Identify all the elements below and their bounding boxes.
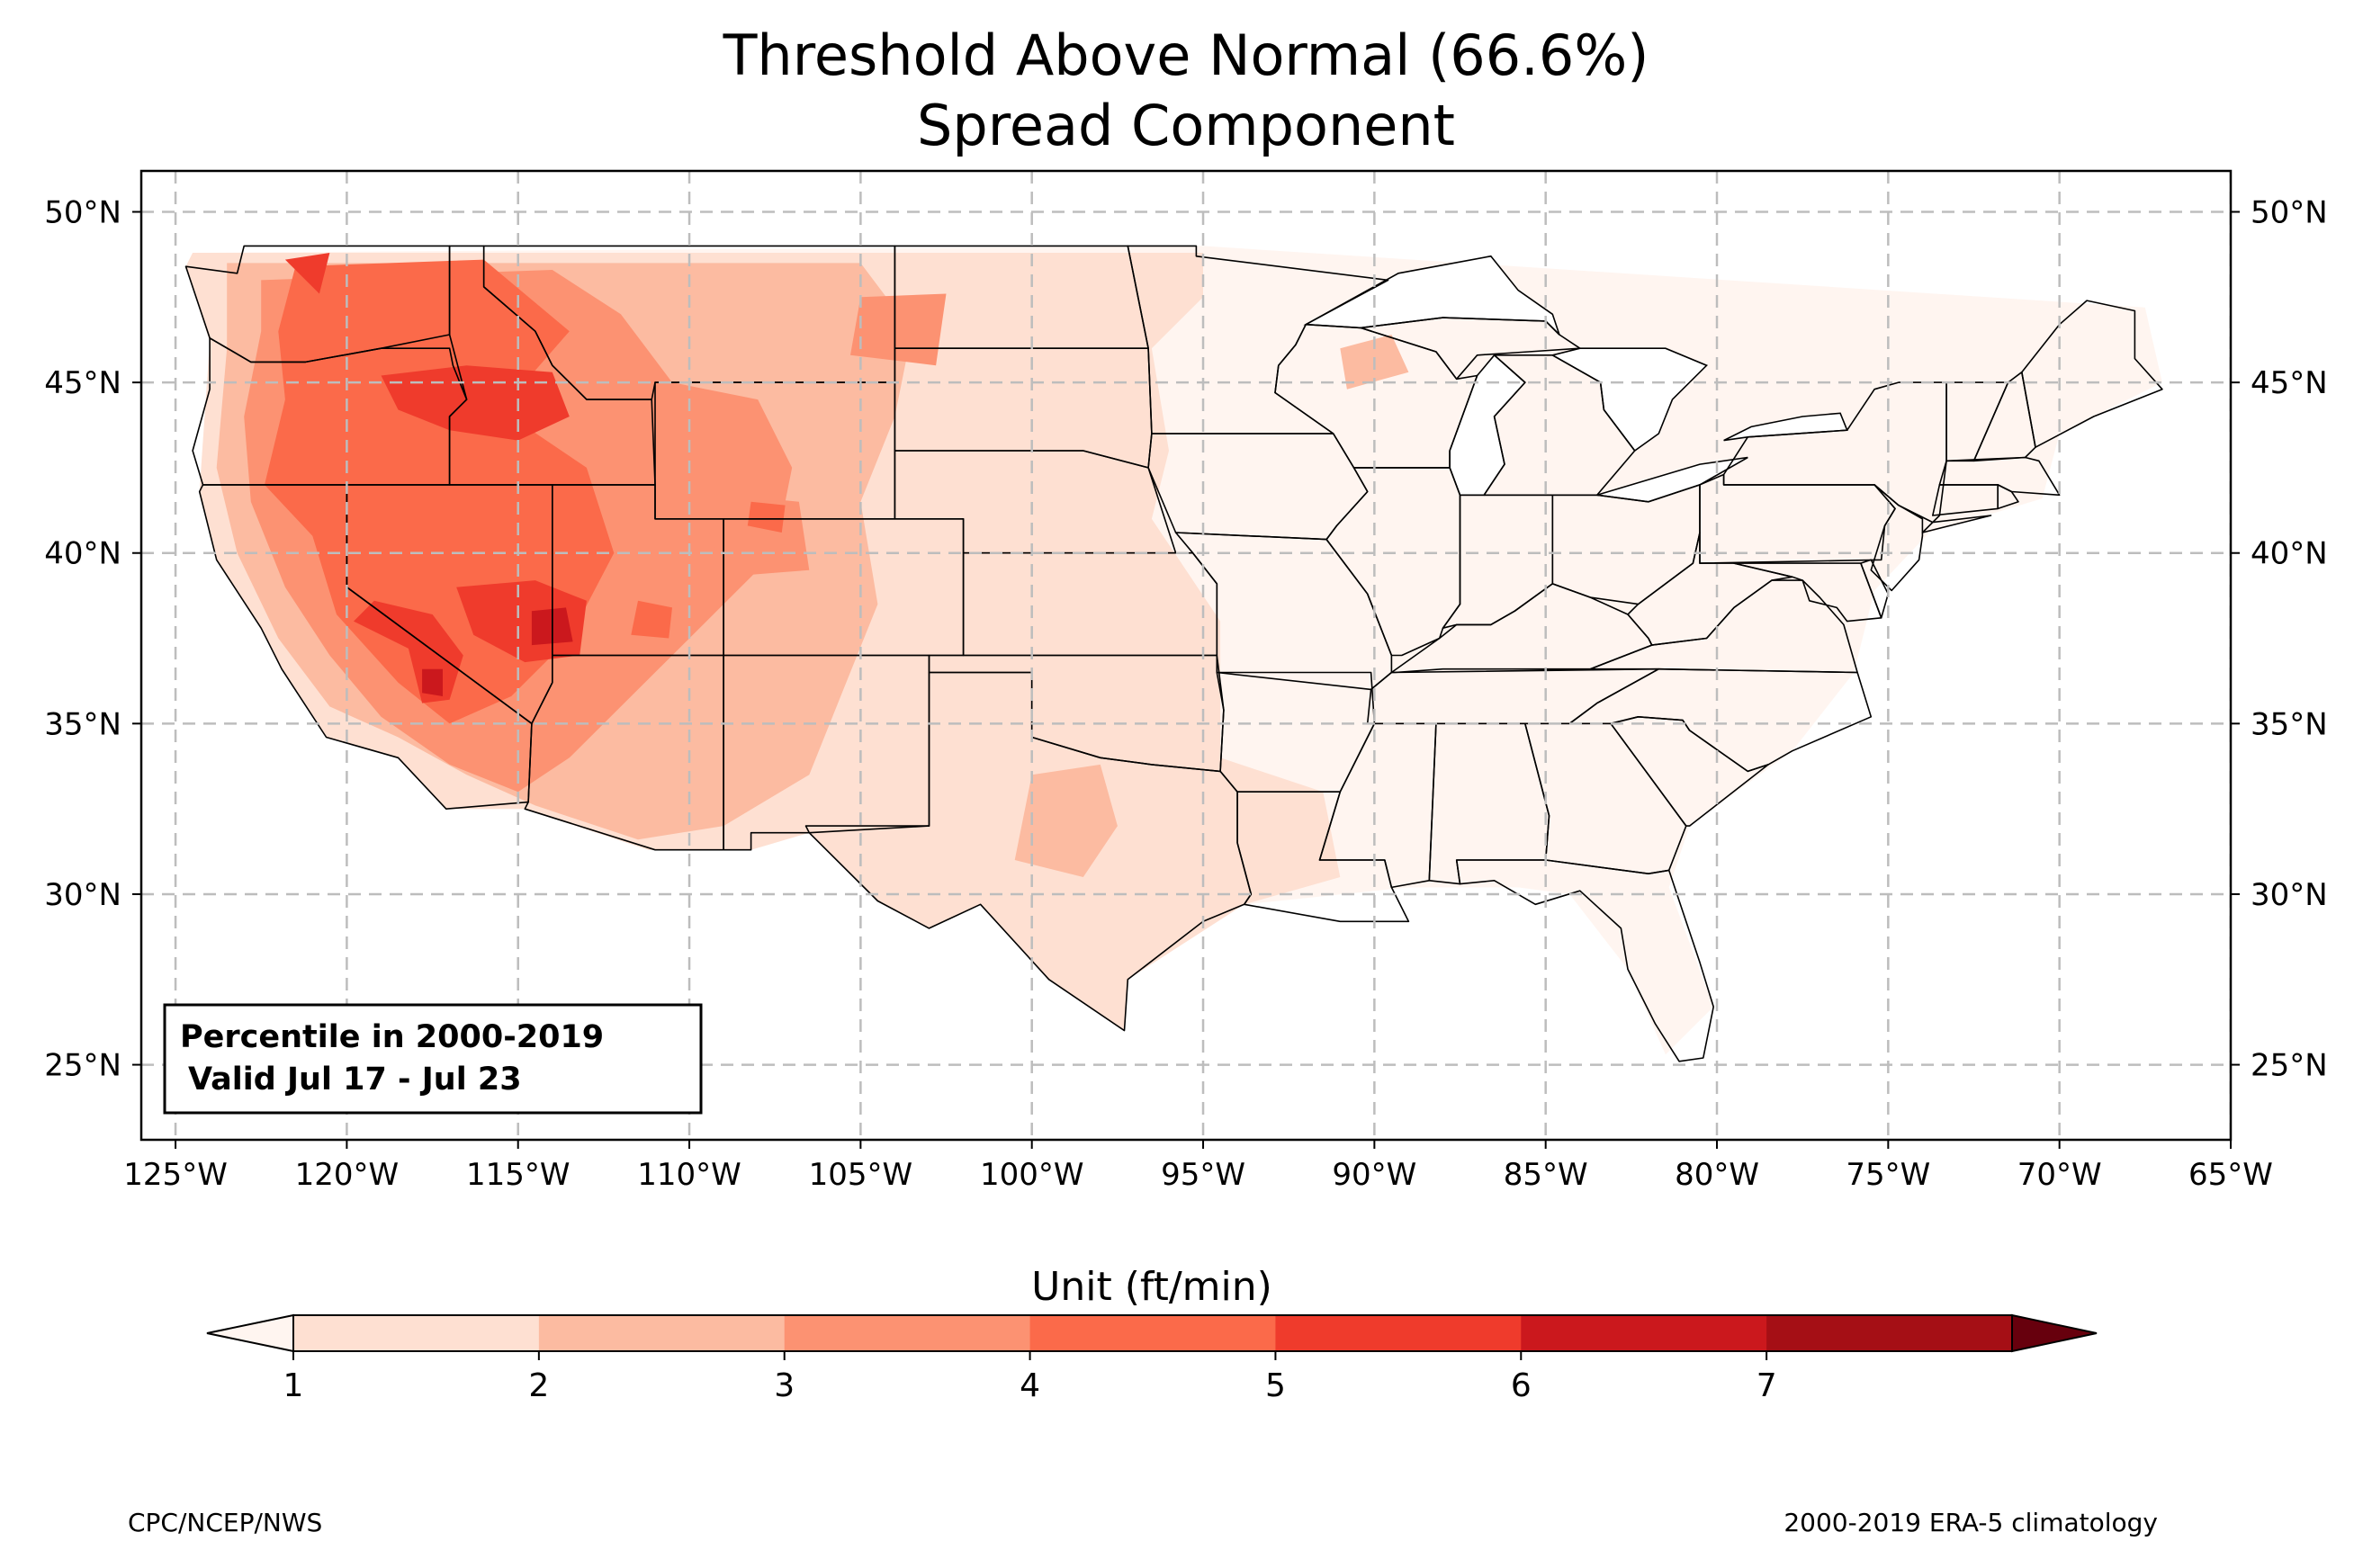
info-box: Percentile in 2000-2019 Valid Jul 17 - J… xyxy=(163,1003,703,1115)
x-tick-label: 115°W xyxy=(466,1157,571,1193)
x-tick-label: 105°W xyxy=(809,1157,913,1193)
y-tick-label-left: 50°N xyxy=(44,195,121,231)
state-border xyxy=(1360,317,1581,381)
longitude-ticks: 125°W 120°W 115°W 110°W 105°W 100°W 95°W 90°W 85… xyxy=(123,1140,2273,1193)
y-tick-label-left: 45°N xyxy=(44,365,121,401)
colorbar-tick-label: 7 xyxy=(1757,1367,1777,1404)
colorbar-frame xyxy=(292,1314,2013,1352)
y-tick-label-left: 40°N xyxy=(44,536,121,572)
colorbar-swatch xyxy=(1029,1315,1276,1351)
colorbar-tick-label: 1 xyxy=(283,1367,304,1404)
x-tick-label: 125°W xyxy=(123,1157,228,1193)
colorbar-swatch xyxy=(1275,1315,1522,1351)
colorbar-swatch xyxy=(784,1315,1031,1351)
info-box-line1: Percentile in 2000-2019 xyxy=(180,1019,604,1055)
figure-subtitle: Spread Component xyxy=(917,93,1455,158)
contour-region xyxy=(422,668,443,696)
state-border xyxy=(1972,371,2036,462)
contour-region xyxy=(381,365,570,441)
state-border xyxy=(1997,484,2019,510)
colorbar-swatch xyxy=(1766,1315,2013,1351)
map-frame xyxy=(139,169,2233,1142)
state-boundaries xyxy=(184,245,2163,1062)
y-tick-label-left: 25°N xyxy=(44,1048,121,1084)
colorbar-swatch xyxy=(293,1315,540,1351)
y-tick-label-right: 50°N xyxy=(2251,195,2328,231)
y-tick-label-right: 30°N xyxy=(2251,877,2328,913)
colorbar-swatch xyxy=(538,1315,786,1351)
latitude-ticks: 25°N 25°N 30°N 30°N 35°N 35°N 40°N 40°N 45°N 45°N… xyxy=(44,195,2327,1084)
state-border xyxy=(1390,583,1653,674)
info-box-line2: Valid Jul 17 - Jul 23 xyxy=(188,1062,522,1098)
x-tick-label: 95°W xyxy=(1161,1157,1245,1193)
contour-region xyxy=(631,600,672,639)
x-tick-label: 70°W xyxy=(2017,1157,2102,1193)
contour-region xyxy=(1014,764,1118,877)
colorbar-extend-low xyxy=(206,1313,294,1353)
gridlines xyxy=(141,171,2231,1140)
y-tick-label-left: 30°N xyxy=(44,877,121,913)
colorbar-label: Unit (ft/min) xyxy=(1031,1264,1272,1310)
colorbar-tick-label: 3 xyxy=(774,1367,795,1404)
contour-region xyxy=(850,293,947,366)
figure-title: Threshold Above Normal (66.6%) xyxy=(723,22,1649,88)
colorbar-swatch xyxy=(1521,1315,1767,1351)
colorbar-tick-label: 4 xyxy=(1020,1367,1040,1404)
contour-region xyxy=(747,501,786,533)
colorbar-extend-high xyxy=(2011,1313,2098,1353)
x-tick-label: 80°W xyxy=(1675,1157,1759,1193)
x-tick-label: 75°W xyxy=(1846,1157,1930,1193)
credit-right: 2000-2019 ERA-5 climatology xyxy=(1783,1508,2158,1537)
x-tick-label: 90°W xyxy=(1332,1157,1416,1193)
y-tick-label-right: 25°N xyxy=(2251,1048,2328,1084)
x-tick-label: 65°W xyxy=(2188,1157,2273,1193)
y-tick-label-right: 40°N xyxy=(2251,536,2328,572)
colorbar-tick-label: 6 xyxy=(1511,1367,1532,1404)
colorbar: 1 2 3 4 5 6 7 xyxy=(206,1313,2098,1404)
contour-region xyxy=(284,253,330,294)
y-tick-label-right: 35°N xyxy=(2251,706,2328,742)
x-tick-label: 100°W xyxy=(980,1157,1084,1193)
credit-left: CPC/NCEP/NWS xyxy=(128,1508,323,1537)
state-border xyxy=(1870,484,1924,592)
x-tick-label: 120°W xyxy=(295,1157,400,1193)
y-tick-label-right: 45°N xyxy=(2251,365,2328,401)
colorbar-tick-label: 2 xyxy=(528,1367,549,1404)
state-border xyxy=(1455,859,1714,1062)
y-tick-label-left: 35°N xyxy=(44,706,121,742)
x-tick-label: 110°W xyxy=(637,1157,741,1193)
state-border xyxy=(2021,300,2163,449)
x-tick-label: 85°W xyxy=(1504,1157,1588,1193)
state-border xyxy=(808,671,1253,1032)
colorbar-tick-label: 5 xyxy=(1265,1367,1286,1404)
